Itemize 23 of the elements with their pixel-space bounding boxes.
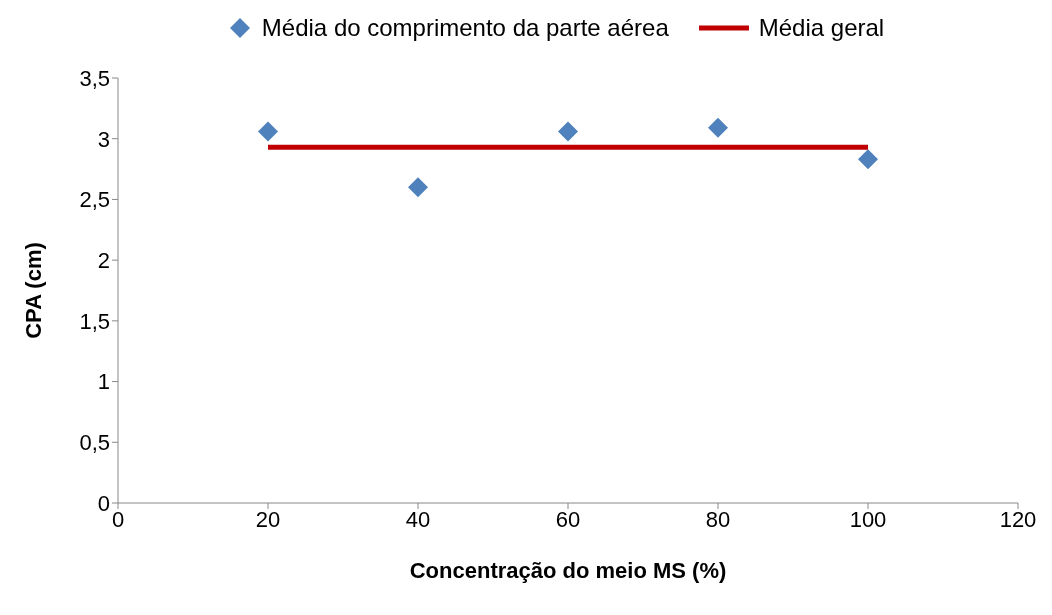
point xyxy=(558,121,578,142)
point xyxy=(708,117,728,138)
point xyxy=(258,121,278,142)
point xyxy=(858,149,878,170)
legend-label: Média do comprimento da parte aérea xyxy=(261,14,669,42)
y-tick-label: 3 xyxy=(97,126,110,152)
y-tick-label: 3,5 xyxy=(79,65,110,91)
x-tick-label: 120 xyxy=(999,506,1037,532)
y-tick-label: 2,5 xyxy=(79,187,110,213)
y-tick-label: 1,5 xyxy=(79,308,110,334)
y-axis-title: CPA (cm) xyxy=(20,242,46,339)
x-tick-label: 40 xyxy=(405,506,431,532)
y-tick-label: 1 xyxy=(97,369,110,395)
y-tick-label: 0,5 xyxy=(79,430,110,456)
y-tick-label: 0 xyxy=(97,490,110,516)
x-tick-label: 60 xyxy=(555,506,581,532)
x-tick-label: 20 xyxy=(255,506,281,532)
x-axis-title: Concentração do meio MS (%) xyxy=(409,558,727,583)
x-tick-label: 80 xyxy=(705,506,731,532)
point xyxy=(408,177,428,198)
legend-label: Média geral xyxy=(758,14,885,42)
x-tick-label: 100 xyxy=(849,506,887,532)
y-tick-label: 2 xyxy=(97,247,110,273)
